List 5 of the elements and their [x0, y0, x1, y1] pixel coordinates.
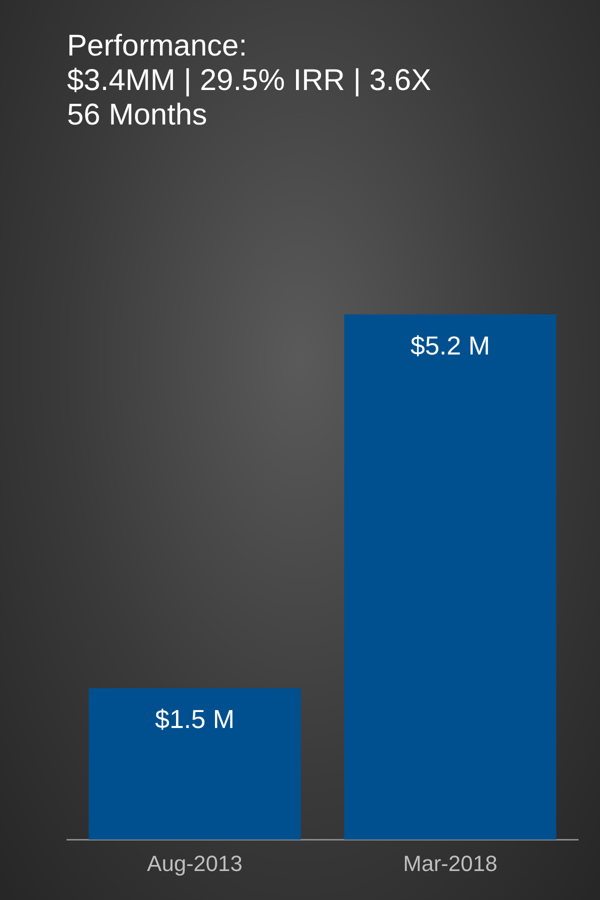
data-label: $1.5 M [155, 704, 234, 734]
x-tick-label: Mar-2018 [403, 850, 498, 876]
chart-title: Performance: $3.4MM | 29.5% IRR | 3.6X 56 Months [67, 30, 432, 132]
data-label: $5.2 M [410, 330, 490, 360]
x-tick-label: Aug-2013 [147, 850, 242, 876]
